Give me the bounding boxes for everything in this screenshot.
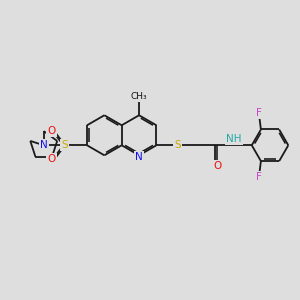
Text: S: S: [174, 140, 181, 150]
Text: F: F: [256, 108, 262, 118]
Text: NH: NH: [226, 134, 242, 144]
Text: F: F: [256, 172, 262, 182]
Text: O: O: [214, 161, 222, 171]
Text: CH₃: CH₃: [131, 92, 147, 101]
Text: O: O: [48, 154, 56, 164]
Text: N: N: [40, 140, 48, 150]
Text: S: S: [61, 140, 68, 150]
Text: O: O: [48, 126, 56, 136]
Text: N: N: [135, 152, 143, 162]
